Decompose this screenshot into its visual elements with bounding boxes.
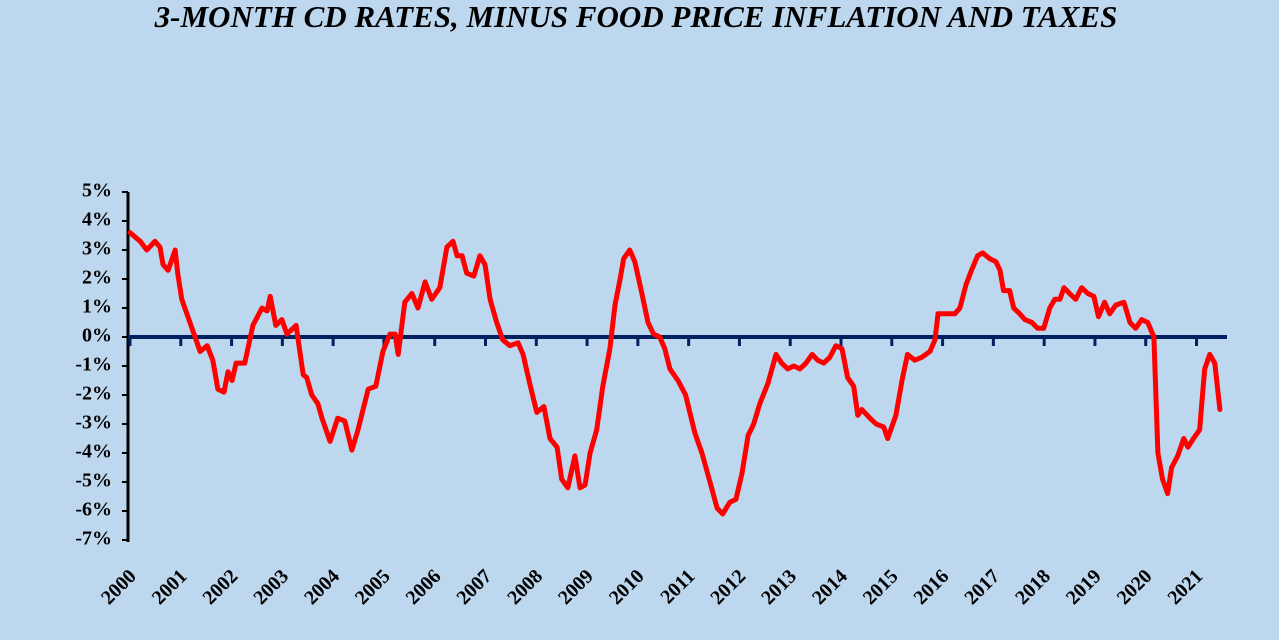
data-line [127,230,1223,517]
x-tick-label: 2004 [300,565,344,609]
x-tick-label: 2003 [249,565,293,609]
x-tick-label: 2019 [1062,565,1106,609]
x-tick-label: 2005 [351,565,395,609]
x-tick-label: 2018 [1011,565,1055,609]
y-tick-label: 5% [82,180,112,202]
y-tick-label: 1% [82,296,112,318]
y-tick-label: -3% [75,412,112,434]
x-tick-label: 2017 [960,565,1004,609]
chart-title: 3-MONTH CD RATES, MINUS FOOD PRICE INFLA… [154,0,1118,34]
x-tick-label: 2016 [910,565,954,609]
x-tick-label: 2021 [1163,565,1207,609]
x-tick-label: 2013 [757,565,801,609]
y-tick-label: 2% [82,267,112,289]
y-tick-label: -6% [75,499,112,521]
y-tick-label: 0% [82,325,112,347]
x-tick-label: 2007 [452,565,496,609]
y-tick-label: -5% [75,470,112,492]
x-tick-label: 2015 [859,565,903,609]
y-tick-label: 4% [82,209,112,231]
y-tick-label: 3% [82,238,112,260]
y-tick-label: -7% [75,528,112,550]
x-tick-label: 2002 [199,565,243,609]
x-tick-label: 2008 [503,565,547,609]
y-tick-label: -4% [75,441,112,463]
x-tick-label: 2011 [656,565,699,608]
x-tick-label: 2010 [605,565,649,609]
y-tick-label: -2% [75,383,112,405]
x-tick-label: 2009 [554,565,598,609]
x-tick-label: 2000 [97,565,141,609]
x-tick-label: 2014 [808,565,852,609]
x-tick-label: 2020 [1113,565,1157,609]
x-tick-label: 2001 [148,565,192,609]
y-tick-label: -1% [75,354,112,376]
x-tick-label: 2012 [706,565,750,609]
x-tick-label: 2006 [402,565,446,609]
